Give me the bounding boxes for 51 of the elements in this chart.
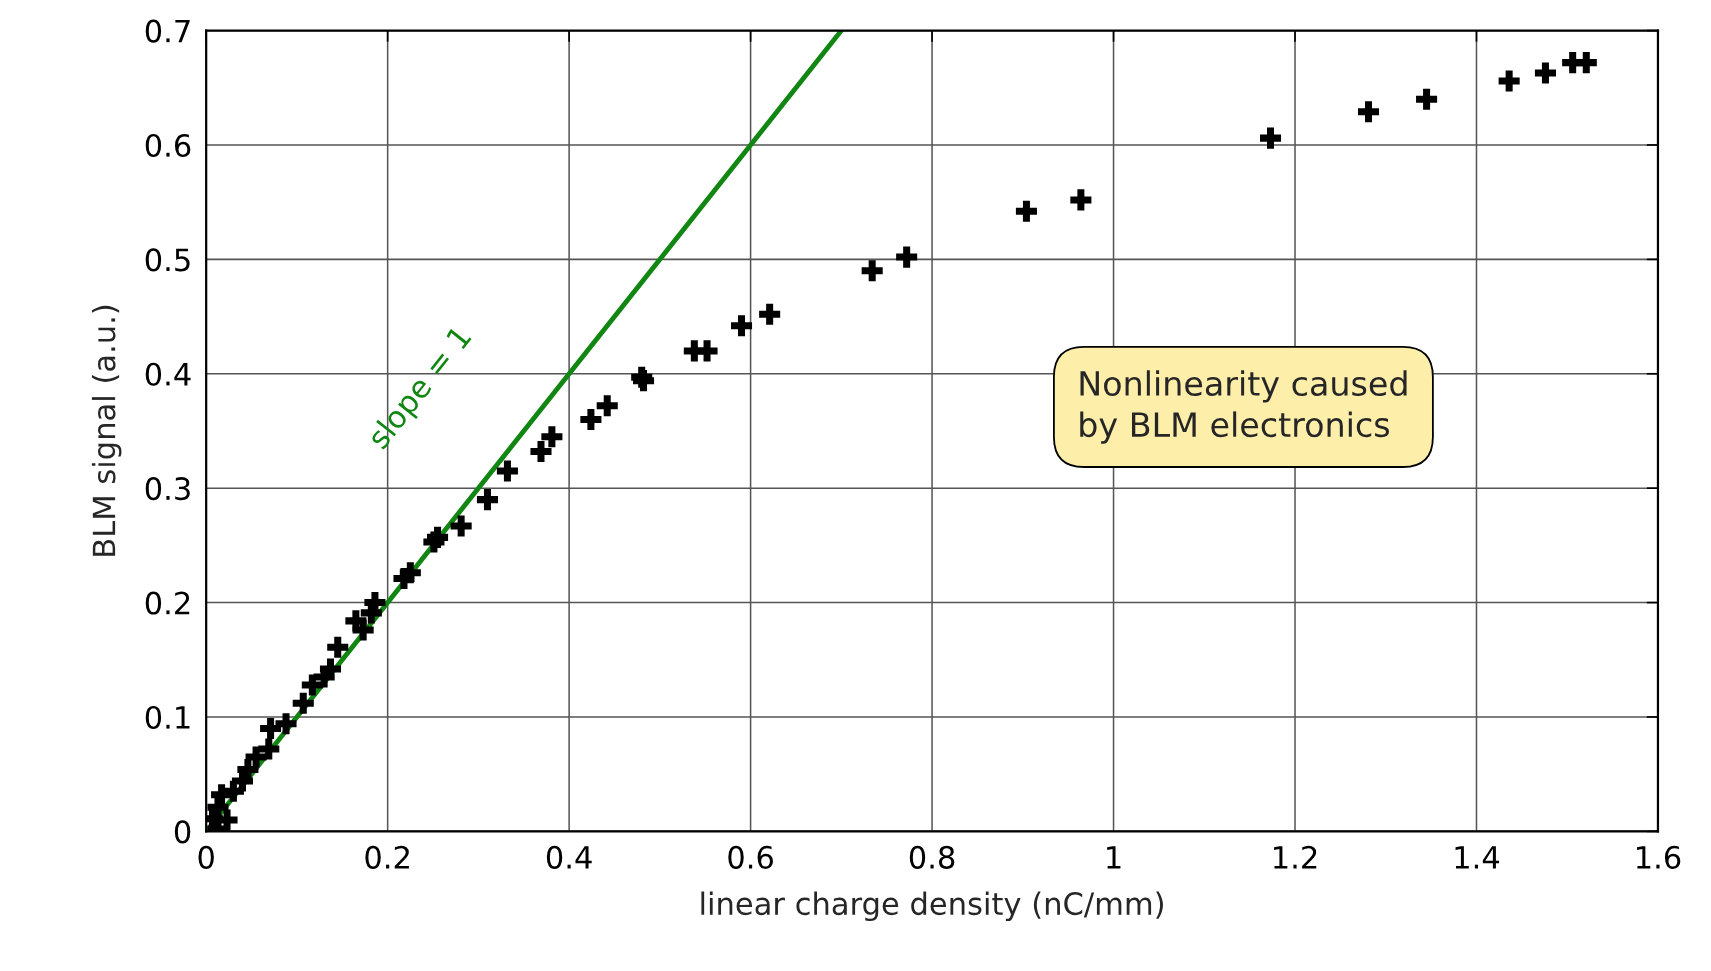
point <box>245 746 267 768</box>
point <box>1070 189 1092 211</box>
point <box>352 619 374 641</box>
point <box>476 489 498 511</box>
point <box>327 636 349 658</box>
point <box>530 441 552 463</box>
point <box>450 515 472 537</box>
point <box>896 246 918 268</box>
x-tick-label: 0.8 <box>909 845 955 869</box>
x-tick-label: 1 <box>1107 846 1121 869</box>
point <box>696 340 718 362</box>
point <box>496 460 518 482</box>
y-tick-label: 0.2 <box>145 591 190 615</box>
point <box>730 315 753 337</box>
point <box>1498 70 1520 92</box>
point <box>260 717 282 739</box>
point <box>399 562 421 584</box>
x-tick-label: 1.4 <box>1455 846 1500 869</box>
y-tick-label: 0.5 <box>145 248 190 272</box>
x-tick-label: 1.2 <box>1274 845 1317 869</box>
x-tick-label: 0 <box>198 845 214 869</box>
x-tick-label: 0.6 <box>728 845 773 869</box>
point <box>1416 88 1438 110</box>
y-tick-label: 0 <box>174 820 191 844</box>
point <box>237 759 259 781</box>
y-tick-label: 0.3 <box>145 477 190 501</box>
y-tick-label: 0.1 <box>145 705 190 730</box>
point <box>759 303 781 325</box>
y-tick-label: 0.7 <box>145 19 190 43</box>
point <box>580 409 602 431</box>
point <box>1575 52 1597 74</box>
point <box>1259 127 1282 149</box>
y-axis-title: BLM signal (a.u.) <box>91 305 122 556</box>
x-axis-title: linear charge density (nC/mm) <box>701 891 1163 922</box>
point <box>292 692 314 714</box>
point <box>275 713 297 735</box>
x-tick-label: 0.4 <box>546 845 592 869</box>
point <box>1357 101 1380 123</box>
point <box>427 526 449 548</box>
point <box>1015 200 1037 222</box>
point <box>258 738 280 760</box>
point <box>541 426 563 448</box>
point <box>301 674 323 696</box>
annotation: Nonlinearity caused by BLM electronics <box>1080 370 1407 444</box>
x-tick-label: 0.2 <box>365 845 409 869</box>
point <box>596 395 618 417</box>
y-tick-label: 0.4 <box>145 362 191 386</box>
point <box>861 260 883 282</box>
x-tick-label: 1.6 <box>1637 845 1681 869</box>
point <box>1534 62 1556 84</box>
y-tick-label: 0.6 <box>145 133 191 158</box>
